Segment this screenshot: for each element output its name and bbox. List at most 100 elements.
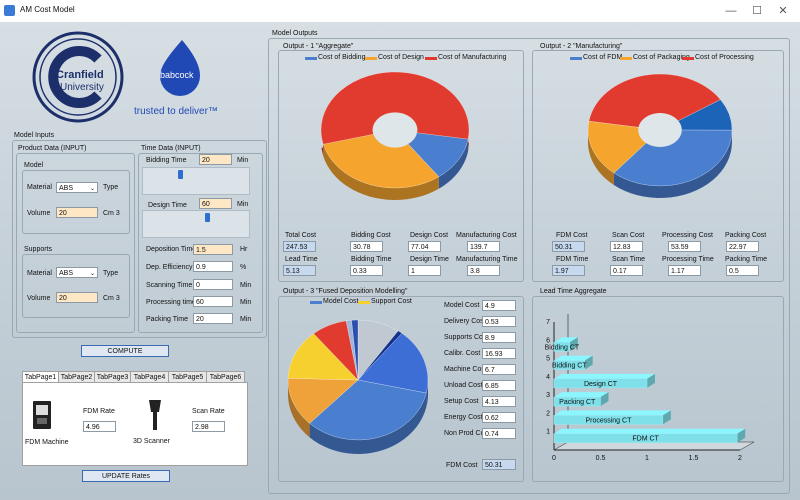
fdm-row-value: 6.85 bbox=[482, 380, 516, 391]
efficiency-label: Dep. Efficiency bbox=[146, 264, 193, 271]
packing-time-out-label: Packing Time bbox=[725, 256, 768, 263]
y-tick-label: 6 bbox=[546, 337, 550, 344]
packing-time-input[interactable]: 20 bbox=[193, 313, 233, 324]
fdm-cost-label: FDM Cost bbox=[556, 232, 588, 239]
lead-time-chart-title: Lead Time Aggregate bbox=[540, 288, 607, 295]
fdm-row-value: 0.74 bbox=[482, 428, 516, 439]
lead-time-label: Lead Time bbox=[285, 256, 318, 263]
window-title: AM Cost Model bbox=[20, 5, 75, 14]
legend-label-packaging: Cost of Packaging bbox=[633, 54, 690, 61]
design-slider-thumb[interactable] bbox=[205, 213, 210, 222]
babcock-wordmark: babcock bbox=[160, 70, 194, 80]
time-data-title: Time Data (INPUT) bbox=[141, 145, 201, 152]
fdm-pie-chart bbox=[287, 319, 429, 454]
compute-button[interactable]: COMPUTE bbox=[81, 345, 169, 357]
bar-top bbox=[554, 355, 593, 361]
scan-time-value: 0.17 bbox=[610, 265, 643, 276]
fdm-cost-rows: Model Cost 4.9 Delivery Cost 0.53 Supports C… bbox=[438, 300, 522, 452]
fdm-row-value: 4.13 bbox=[482, 396, 516, 407]
deposition-time-unit: Hr bbox=[240, 246, 248, 253]
bidding-time-slider[interactable] bbox=[142, 167, 250, 195]
maximize-button[interactable]: ☐ bbox=[752, 5, 762, 17]
bar-top bbox=[554, 410, 671, 416]
fdm-row-value: 4.9 bbox=[482, 300, 516, 311]
processing-time-label: Processing time bbox=[146, 299, 196, 306]
scanner-label: 3D Scanner bbox=[133, 438, 170, 445]
legend-swatch-design bbox=[365, 57, 377, 60]
bidding-time-input[interactable]: 20 bbox=[199, 154, 232, 165]
update-rates-button[interactable]: UPDATE Rates bbox=[82, 470, 170, 482]
y-tick-label: 1 bbox=[546, 429, 550, 436]
bar-label: Processing CT bbox=[585, 417, 632, 424]
fdm-cost-value: 50.31 bbox=[552, 241, 585, 252]
scanner-icon bbox=[147, 398, 163, 432]
volume-unit: Cm 3 bbox=[103, 210, 120, 217]
fdm-machine-icon bbox=[32, 400, 52, 430]
material-label: Material bbox=[27, 184, 52, 191]
design-time-input[interactable]: 60 bbox=[199, 198, 232, 209]
support-material-select[interactable]: ABS ⌄ bbox=[56, 267, 98, 278]
close-button[interactable]: ✕ bbox=[778, 5, 788, 17]
processing-cost-label: Processing Cost bbox=[662, 232, 713, 239]
bar-side bbox=[737, 428, 746, 443]
bidding-slider-thumb[interactable] bbox=[178, 170, 183, 179]
manufacturing-cost-value: 139.7 bbox=[467, 241, 500, 252]
bar-label: Design CT bbox=[584, 381, 618, 388]
fdm-row-value: 0.53 bbox=[482, 316, 516, 327]
fdm-row-label: Supports Cost bbox=[444, 334, 489, 341]
model-group bbox=[22, 170, 130, 234]
model-outputs-panel bbox=[268, 38, 790, 494]
scanning-time-input[interactable]: 0 bbox=[193, 279, 233, 290]
legend-label-manufacturing: Cost of Manufacturing bbox=[438, 54, 507, 61]
slice-3 bbox=[309, 379, 427, 441]
fdm-time-label: FDM Time bbox=[556, 256, 589, 263]
cranfield-university: University bbox=[60, 82, 104, 93]
fdm-time-value: 1.97 bbox=[552, 265, 585, 276]
design-cost-value: 77.04 bbox=[408, 241, 441, 252]
app-icon bbox=[4, 5, 15, 16]
volume-input[interactable]: 20 bbox=[56, 207, 98, 218]
processing-time-input[interactable]: 60 bbox=[193, 296, 233, 307]
fdm-rate-input[interactable]: 4.96 bbox=[83, 421, 116, 432]
fdm-row-value: 6.7 bbox=[482, 364, 516, 375]
fdm-row-value: 8.9 bbox=[482, 332, 516, 343]
manufacturing-title: Output - 2 "Manufacturing" bbox=[540, 43, 623, 50]
bar-side bbox=[600, 392, 609, 407]
bar bbox=[553, 378, 648, 389]
scan-cost-label: Scan Cost bbox=[612, 232, 645, 239]
design-time-slider[interactable] bbox=[142, 210, 250, 238]
support-volume-input[interactable]: 20 bbox=[56, 292, 98, 303]
deposition-time-input[interactable]: 1.5 bbox=[193, 244, 233, 255]
scan-rate-input[interactable]: 2.98 bbox=[192, 421, 225, 432]
legend-swatch-processing bbox=[682, 57, 694, 60]
deposition-time-label: Deposition Time bbox=[146, 246, 197, 253]
chevron-down-icon: ⌄ bbox=[89, 186, 95, 192]
babcock-tagline: trusted to deliver™ bbox=[134, 106, 218, 117]
bar-top bbox=[554, 392, 609, 398]
efficiency-input[interactable]: 0.9 bbox=[193, 261, 233, 272]
aggregate-title: Output - 1 "Aggregate" bbox=[283, 43, 354, 50]
model-inputs-title: Model Inputs bbox=[14, 132, 55, 139]
design-time-unit: Min bbox=[237, 201, 249, 208]
legend-swatch-fdm bbox=[570, 57, 582, 60]
slice-cost-of-packaging-side bbox=[588, 130, 614, 186]
fdm-row-label: Machine Cost bbox=[444, 366, 487, 373]
x-tick-label: 0.5 bbox=[596, 455, 606, 462]
material-select[interactable]: ABS ⌄ bbox=[56, 182, 98, 193]
packing-cost-value: 22.97 bbox=[726, 241, 759, 252]
design-time-label: Design Time bbox=[148, 202, 187, 209]
y-tick-label: 2 bbox=[546, 410, 550, 417]
minimize-button[interactable]: — bbox=[725, 5, 737, 17]
bar bbox=[553, 342, 571, 352]
chart-floor bbox=[553, 441, 755, 451]
packing-time-label: Packing Time bbox=[146, 316, 189, 323]
tab-page-6[interactable]: TabPage6 bbox=[206, 371, 245, 383]
lead-time-panel bbox=[532, 296, 784, 482]
product-data-title: Product Data (INPUT) bbox=[18, 145, 87, 152]
legend-label-model: Model Cost bbox=[323, 298, 359, 305]
fdm-total-value: 50.31 bbox=[482, 459, 516, 470]
manufacturing-donut-chart bbox=[587, 73, 733, 198]
scan-rate-label: Scan Rate bbox=[192, 408, 225, 415]
fdm-row-label: Setup Cost bbox=[444, 398, 479, 405]
chevron-down-icon: ⌄ bbox=[89, 271, 95, 277]
